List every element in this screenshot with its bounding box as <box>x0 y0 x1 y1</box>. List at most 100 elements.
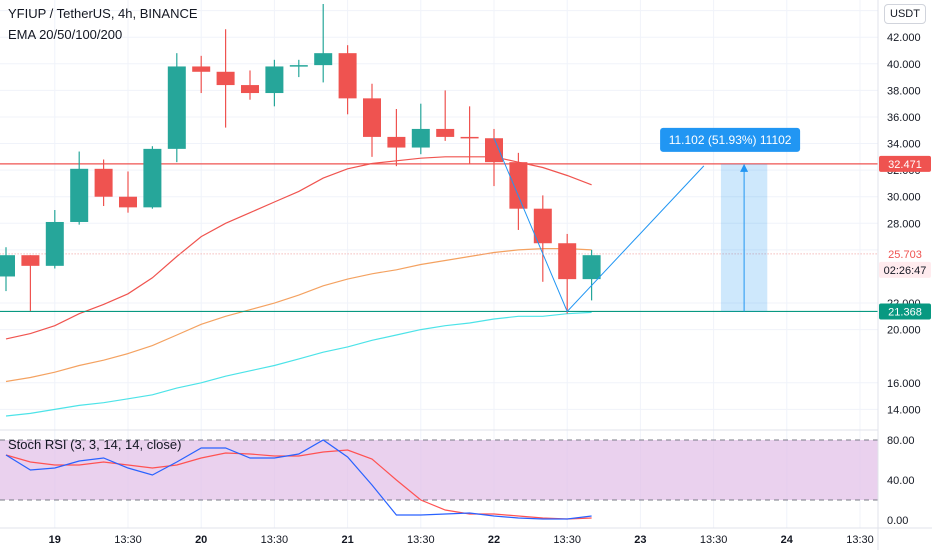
candle-body-20 <box>485 138 503 163</box>
candle-3 <box>70 151 89 225</box>
candle-body-10 <box>241 85 259 94</box>
current-price-tag: 25.703 <box>888 249 922 261</box>
chart-title: YFIUP / TetherUS, 4h, BINANCE <box>8 6 198 21</box>
y-tick-5: 28.000 <box>887 218 921 230</box>
x-tick-3: 20 <box>195 534 207 546</box>
x-tick-8: 13:30 <box>553 534 581 546</box>
candle-body-4 <box>94 168 113 197</box>
measure-arrow-head <box>740 163 749 172</box>
candle-body-0 <box>0 255 15 277</box>
y-tick-6: 30.000 <box>887 192 921 204</box>
candle-23 <box>558 233 577 314</box>
candle-body-22 <box>533 208 552 244</box>
ema50-line <box>5 248 592 383</box>
rsi-y-tick-1: 40.00 <box>887 475 915 487</box>
candle-body-14 <box>338 53 357 99</box>
candle-20 <box>485 128 503 187</box>
candle-body-1 <box>21 255 40 266</box>
y-tick-0: 14.000 <box>887 404 921 416</box>
candle-5 <box>119 171 137 213</box>
y-tick-10: 38.000 <box>887 85 921 97</box>
measure-label: 11.102 (51.93%) 11102 <box>669 133 792 147</box>
candle-18 <box>436 90 455 141</box>
x-tick-5: 21 <box>341 534 353 546</box>
candle-body-16 <box>387 136 406 148</box>
rsi-k-line <box>5 439 592 520</box>
rsi-y-tick-2: 0.00 <box>887 515 908 527</box>
x-tick-11: 24 <box>781 534 794 546</box>
resistance-price-tag: 32.471 <box>888 159 922 171</box>
indicator-legend[interactable]: EMA 20/50/100/200 <box>8 27 123 42</box>
rsi-y-tick-0: 80.00 <box>887 435 915 447</box>
candle-10 <box>241 70 259 100</box>
candle-11 <box>265 59 284 107</box>
candle-body-3 <box>70 168 89 222</box>
grid-lines <box>0 0 878 528</box>
candle-6 <box>143 146 162 209</box>
x-tick-9: 23 <box>634 534 646 546</box>
drawing-tools[interactable]: 11.102 (51.93%) 11102 <box>493 127 801 313</box>
candle-body-19 <box>460 136 479 139</box>
resistance-price-tag-bg <box>879 155 931 172</box>
rsi-band-fill <box>0 440 878 500</box>
candle-body-7 <box>167 66 186 149</box>
candle-body-11 <box>265 66 284 94</box>
ema-lines <box>5 156 592 417</box>
candle-8 <box>192 55 211 94</box>
candle-9 <box>216 29 235 128</box>
candle-1 <box>21 255 40 312</box>
rsi-d-line <box>5 449 592 520</box>
y-tick-8: 34.000 <box>887 139 921 151</box>
y-tick-9: 36.000 <box>887 112 921 124</box>
candle-12 <box>289 59 308 78</box>
candles[interactable] <box>0 3 601 314</box>
candle-2 <box>45 210 64 269</box>
x-tick-1: 19 <box>49 534 61 546</box>
candle-body-8 <box>192 66 211 72</box>
candle-body-18 <box>436 128 455 137</box>
countdown-tag-bg <box>879 261 931 278</box>
y-tick-2: 20.000 <box>887 325 921 337</box>
y-tick-12: 42.000 <box>887 32 921 44</box>
candle-14 <box>338 45 357 115</box>
stoch-rsi-panel <box>0 429 878 520</box>
support-price-tag-bg <box>879 303 931 320</box>
currency-badge[interactable]: USDT <box>884 4 926 24</box>
y-tick-11: 40.000 <box>887 59 921 71</box>
price-tags: 32.471 25.703 02:26:47 21.368 <box>879 155 931 320</box>
candle-body-6 <box>143 148 162 208</box>
y-tick-1: 16.000 <box>887 378 921 390</box>
candle-body-17 <box>411 128 430 148</box>
candle-15 <box>363 83 381 157</box>
candle-21 <box>509 152 528 230</box>
projection-line <box>493 138 705 313</box>
countdown-tag: 02:26:47 <box>884 265 927 277</box>
candle-0 <box>0 247 15 292</box>
candle-body-23 <box>558 243 577 280</box>
x-tick-6: 13:30 <box>407 534 435 546</box>
x-tick-12: 13:30 <box>846 534 874 546</box>
x-tick-7: 22 <box>488 534 500 546</box>
current-price-tag-bg <box>879 245 931 262</box>
candle-19 <box>460 106 479 164</box>
x-tick-10: 13:30 <box>700 534 728 546</box>
stoch-rsi-title[interactable]: Stoch RSI (3, 3, 14, 14, close) <box>8 437 182 452</box>
candle-body-15 <box>363 98 381 137</box>
candle-body-24 <box>582 255 601 280</box>
candle-body-9 <box>216 71 235 86</box>
x-tick-2: 13:30 <box>114 534 142 546</box>
measure-label-box <box>660 127 801 152</box>
candle-16 <box>387 108 406 167</box>
ema100-line <box>5 311 592 417</box>
candle-body-21 <box>509 162 528 209</box>
candle-4 <box>94 159 113 207</box>
candle-body-13 <box>314 53 333 66</box>
candle-body-12 <box>289 65 308 67</box>
candle-22 <box>533 195 552 282</box>
x-tick-4: 13:30 <box>261 534 289 546</box>
candle-body-2 <box>45 221 64 266</box>
candle-7 <box>167 53 186 163</box>
candle-24 <box>582 249 601 301</box>
candle-13 <box>314 3 333 83</box>
